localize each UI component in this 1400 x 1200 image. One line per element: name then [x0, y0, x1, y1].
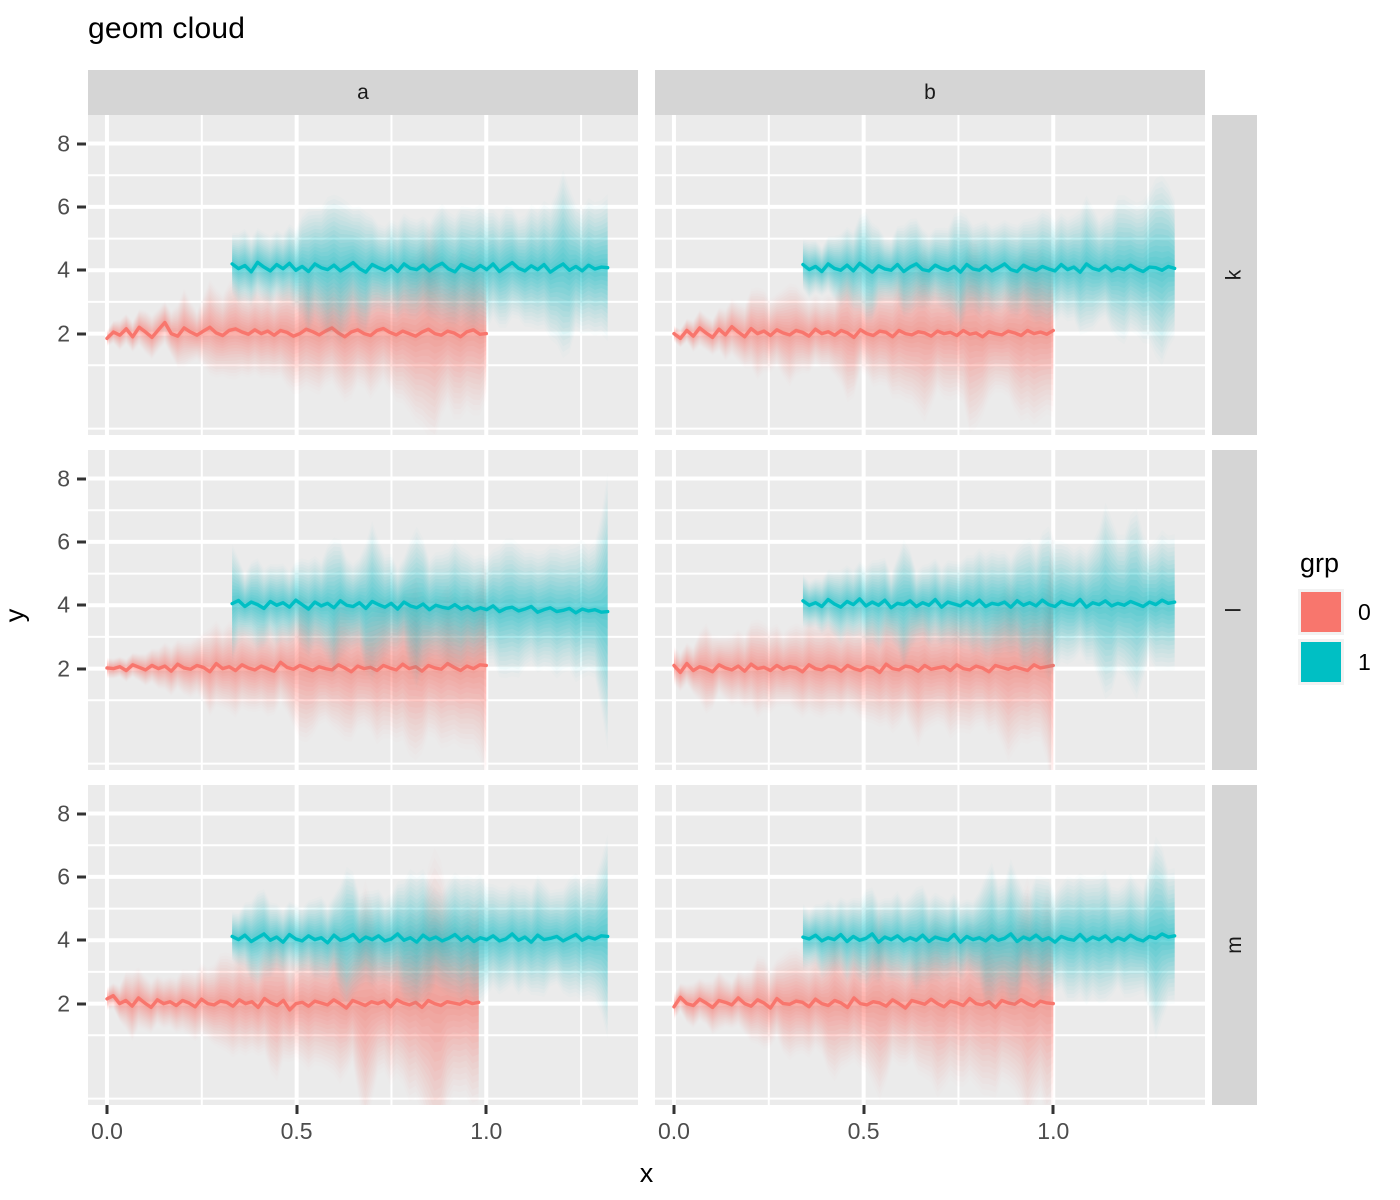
- y-tick-mark: [77, 603, 86, 607]
- mean-line-1: [801, 261, 1177, 274]
- mean-line-0: [105, 320, 488, 341]
- mean-line-1: [801, 932, 1177, 944]
- x-tick-label: 1.0: [470, 1118, 503, 1144]
- grid-lines: [88, 450, 638, 770]
- x-tick-label: 0.5: [280, 1118, 313, 1144]
- facet-strip-row-k-label: k: [1222, 269, 1246, 281]
- y-tick-mark: [77, 812, 86, 815]
- x-tick-mark: [672, 1105, 676, 1114]
- panel-b-l: [655, 450, 1205, 770]
- y-tick-mark: [77, 875, 86, 879]
- cloud-ribbon-group-0: [673, 266, 1054, 403]
- legend: grp 0 1: [1298, 548, 1371, 689]
- cloud-ribbon-group-1: [232, 199, 608, 329]
- mean-line-1: [801, 597, 1177, 610]
- x-axis-title: x: [639, 1158, 654, 1188]
- facet-strip-col-b-label: b: [924, 80, 936, 104]
- panel-a-k: [88, 115, 638, 435]
- legend-key-0: [1298, 589, 1344, 635]
- mean-line-0: [672, 661, 1055, 675]
- y-tick-mark: [77, 142, 86, 145]
- page-title: geom cloud: [88, 12, 246, 45]
- facet-strip-col-b: b: [655, 70, 1205, 115]
- y-tick-mark: [77, 1002, 86, 1006]
- panel-b-m: [655, 785, 1205, 1105]
- cloud-ribbon-group-0: [106, 896, 479, 1105]
- y-tick-label: 8: [57, 800, 70, 826]
- legend-swatch-1: [1301, 642, 1341, 682]
- y-tick-mark: [77, 205, 86, 209]
- y-tick-label: 6: [57, 863, 70, 890]
- y-tick-label: 8: [57, 130, 70, 156]
- x-tick-mark: [295, 1105, 299, 1114]
- facet-strip-col-a-label: a: [357, 80, 369, 104]
- panel-a-m: [88, 785, 638, 1105]
- legend-label-1: 1: [1358, 648, 1371, 675]
- y-tick-label: 2: [57, 320, 70, 347]
- y-tick-label: 8: [57, 465, 70, 491]
- y-tick-mark: [77, 938, 86, 942]
- y-tick-mark: [77, 540, 86, 544]
- cloud-ribbon-group-0: [673, 565, 1054, 766]
- panel-plot: [88, 115, 638, 435]
- y-tick-label: 4: [57, 256, 70, 283]
- panel-plot: [88, 785, 638, 1105]
- legend-title: grp: [1300, 548, 1340, 578]
- facet-strip-row-m-label: m: [1222, 936, 1246, 954]
- mean-line-1: [230, 260, 610, 274]
- y-axis-title: y: [0, 608, 30, 623]
- x-tick-label: 0.0: [90, 1118, 123, 1144]
- y-tick-label: 4: [57, 926, 70, 953]
- mean-line-0: [105, 993, 481, 1012]
- mean-line-0: [105, 660, 488, 674]
- y-tick-mark: [77, 268, 86, 272]
- facet-strip-row-l-label: l: [1222, 607, 1246, 613]
- y-tick-label: 2: [57, 990, 70, 1017]
- x-tick-mark: [1051, 1105, 1055, 1114]
- panel-a-l: [88, 450, 638, 770]
- legend-key-1: [1298, 639, 1344, 685]
- cloud-ribbon-group-1: [232, 515, 608, 708]
- mean-line-1: [230, 932, 610, 945]
- y-tick-label: 6: [57, 193, 70, 220]
- panel-plot: [88, 450, 638, 770]
- facet-strip-row-k: k: [1212, 115, 1257, 435]
- panel-b-k: [655, 115, 1205, 435]
- x-tick-mark: [484, 1105, 488, 1114]
- x-tick-label: 1.0: [1037, 1118, 1070, 1144]
- legend-item-0[interactable]: 0: [1298, 589, 1371, 635]
- y-tick-label: 4: [57, 591, 70, 618]
- mean-line-1: [230, 598, 610, 615]
- grid-lines: [655, 450, 1205, 770]
- panel-plot: [655, 450, 1205, 770]
- legend-swatch-0: [1301, 592, 1341, 632]
- x-tick-label: 0.0: [657, 1118, 690, 1144]
- y-tick-label: 2: [57, 655, 70, 682]
- panel-plot: [655, 785, 1205, 1105]
- mean-line-0: [672, 324, 1055, 341]
- legend-item-1[interactable]: 1: [1298, 639, 1371, 685]
- y-tick-mark: [77, 477, 86, 480]
- y-tick-mark: [77, 667, 86, 671]
- cloud-ribbon-group-0: [106, 255, 487, 408]
- x-tick-label: 0.5: [847, 1118, 880, 1144]
- x-tick-mark: [105, 1105, 109, 1114]
- panel-plot: [655, 115, 1205, 435]
- mean-line-0: [672, 995, 1055, 1010]
- facet-strip-row-l: l: [1212, 450, 1257, 770]
- y-tick-mark: [77, 332, 86, 336]
- facet-strip-row-m: m: [1212, 785, 1257, 1105]
- x-tick-mark: [862, 1105, 866, 1114]
- cloud-ribbon-group-1: [802, 533, 1175, 670]
- y-tick-label: 6: [57, 528, 70, 555]
- facet-strip-col-a: a: [88, 70, 638, 115]
- legend-label-0: 0: [1358, 598, 1371, 625]
